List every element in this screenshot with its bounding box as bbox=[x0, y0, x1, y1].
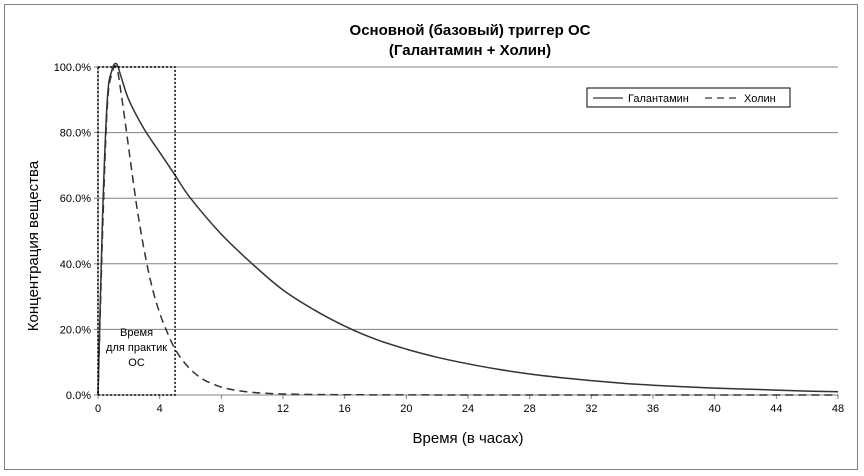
series-group bbox=[97, 62, 839, 396]
gridlines bbox=[98, 66, 838, 330]
x-tick-label: 8 bbox=[218, 403, 224, 415]
annotation-line-3: ОС bbox=[128, 357, 145, 369]
y-tick-label: 80.0% bbox=[60, 128, 91, 140]
x-tick-label: 16 bbox=[339, 403, 351, 415]
y-tick-label: 40.0% bbox=[60, 259, 91, 271]
chart-subtitle: (Галантамин + Холин) bbox=[389, 42, 551, 59]
legend: Галантамин Холин bbox=[586, 87, 791, 108]
practice-time-box bbox=[97, 66, 176, 396]
x-tick-label: 28 bbox=[524, 403, 536, 415]
series-choline-line bbox=[97, 64, 838, 396]
y-axis-label: Концентрация вещества bbox=[25, 160, 42, 331]
x-tick-label: 0 bbox=[95, 403, 101, 415]
x-tick-label: 20 bbox=[400, 403, 412, 415]
y-tick-label: 60.0% bbox=[60, 193, 91, 205]
chart-title: Основной (базовый) триггер ОС bbox=[350, 22, 591, 39]
x-tick-label: 36 bbox=[647, 403, 659, 415]
legend-label-choline: Холин bbox=[744, 93, 776, 105]
annotation-line-1: Время bbox=[120, 327, 153, 339]
x-tick-label: 24 bbox=[462, 403, 474, 415]
legend-box bbox=[586, 87, 791, 108]
x-tick-label: 44 bbox=[770, 403, 782, 415]
y-tick-label: 0.0% bbox=[66, 390, 91, 402]
chart-frame bbox=[4, 4, 858, 470]
y-tick-labels: 0.0% 20.0% 40.0% 60.0% 80.0% 100.0% bbox=[54, 62, 98, 402]
x-tick-label: 32 bbox=[585, 403, 597, 415]
x-axis-label: Время (в часах) bbox=[413, 430, 524, 447]
legend-label-galantamine: Галантамин bbox=[628, 93, 689, 105]
x-tick-label: 4 bbox=[157, 403, 163, 415]
annotation-line-2: для практик bbox=[106, 342, 167, 354]
x-tick-label: 48 bbox=[832, 403, 844, 415]
x-tick-label: 12 bbox=[277, 403, 289, 415]
series-galantamine-line bbox=[97, 62, 839, 396]
y-tick-label: 20.0% bbox=[60, 324, 91, 336]
y-tick-label: 100.0% bbox=[54, 62, 92, 74]
x-tick-labels: 0 4 8 12 16 20 24 28 32 36 40 44 48 bbox=[95, 395, 844, 415]
x-tick-label: 40 bbox=[709, 403, 721, 415]
